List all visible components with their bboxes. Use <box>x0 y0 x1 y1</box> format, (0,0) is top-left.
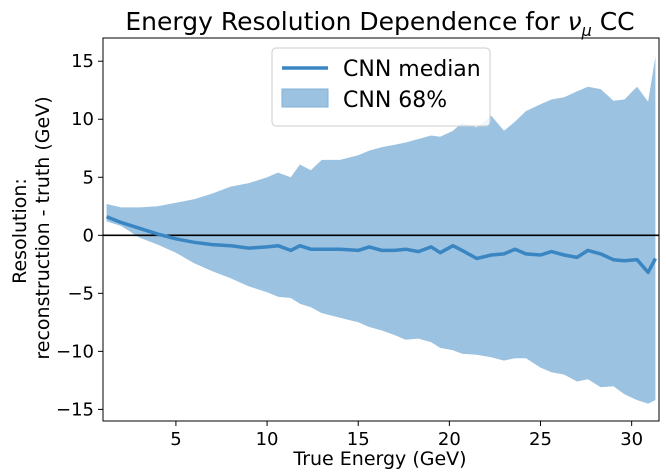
y-tick-label: −15 <box>56 399 94 420</box>
y-tick-label: 15 <box>71 51 94 72</box>
y-axis-label-line1: Resolution: <box>9 178 31 284</box>
plot-frame <box>102 37 660 422</box>
y-tick-label: −10 <box>56 341 94 362</box>
title-end: CC <box>592 7 635 36</box>
chart-title: Energy Resolution Dependence for νμ CC <box>125 7 634 40</box>
y-tick-label: 0 <box>83 225 94 246</box>
x-tick-label: 20 <box>438 429 461 450</box>
line-cnn-median <box>105 215 657 275</box>
y-axis-label-line2: reconstruction - truth (GeV) <box>32 96 54 359</box>
legend-label-median: CNN median <box>343 57 481 82</box>
band-cnn-68 <box>106 56 656 404</box>
y-axis: −15 −10 −5 0 5 10 15 <box>56 51 103 420</box>
y-tick-label: −5 <box>67 283 94 304</box>
y-tick-label: 10 <box>71 109 94 130</box>
x-axis: 5 10 15 20 25 30 <box>170 421 643 450</box>
x-tick-label: 15 <box>347 429 370 450</box>
plot-area <box>103 56 659 404</box>
x-tick-label: 30 <box>620 429 643 450</box>
x-axis-label: True Energy (GeV) <box>292 448 466 470</box>
legend-band-swatch <box>281 88 329 108</box>
x-tick-label: 10 <box>256 429 279 450</box>
y-tick-label: 5 <box>83 167 94 188</box>
y-axis-label: Resolution: reconstruction - truth (GeV) <box>9 96 54 359</box>
title-main: Energy Resolution Dependence for <box>125 7 567 36</box>
title-nu: ν <box>568 7 582 36</box>
title-mu: μ <box>581 21 592 40</box>
legend: CNN median CNN 68% <box>271 47 491 127</box>
x-tick-label: 5 <box>170 429 181 450</box>
legend-label-band: CNN 68% <box>343 88 447 113</box>
x-tick-label: 25 <box>529 429 552 450</box>
